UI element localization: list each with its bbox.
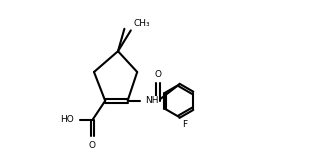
Text: O: O: [155, 70, 161, 79]
Text: HO: HO: [60, 116, 74, 124]
Text: NH: NH: [145, 96, 159, 105]
Text: F: F: [182, 120, 187, 129]
Text: O: O: [89, 141, 96, 150]
Text: CH₃: CH₃: [133, 19, 150, 28]
